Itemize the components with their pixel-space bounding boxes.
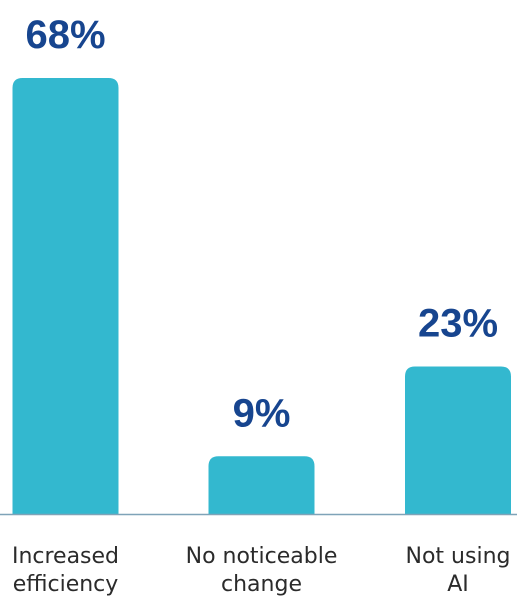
category-label-line: efficiency [13,572,119,597]
category-label-increased-efficiency: Increased efficiency [12,544,119,597]
category-label-line: No noticeable [186,544,338,569]
value-label-increased-efficiency: 68% [25,13,105,57]
category-label-no-noticeable-change: No noticeable change [186,544,338,597]
value-label-no-noticeable-change: 9% [233,391,291,435]
category-label-line: Not using [406,544,511,569]
category-label-line: change [221,572,302,597]
bar-increased-efficiency [12,78,119,514]
bar-no-noticeable-change [208,456,315,514]
category-label-not-using-ai: Not using AI [406,544,511,597]
value-labels-group: 68% 9% 23% [25,13,498,435]
bar-not-using-ai [405,366,511,514]
category-label-line: AI [447,572,469,597]
value-label-not-using-ai: 23% [418,302,498,346]
category-label-line: Increased [12,544,119,569]
bars-group [12,78,511,514]
